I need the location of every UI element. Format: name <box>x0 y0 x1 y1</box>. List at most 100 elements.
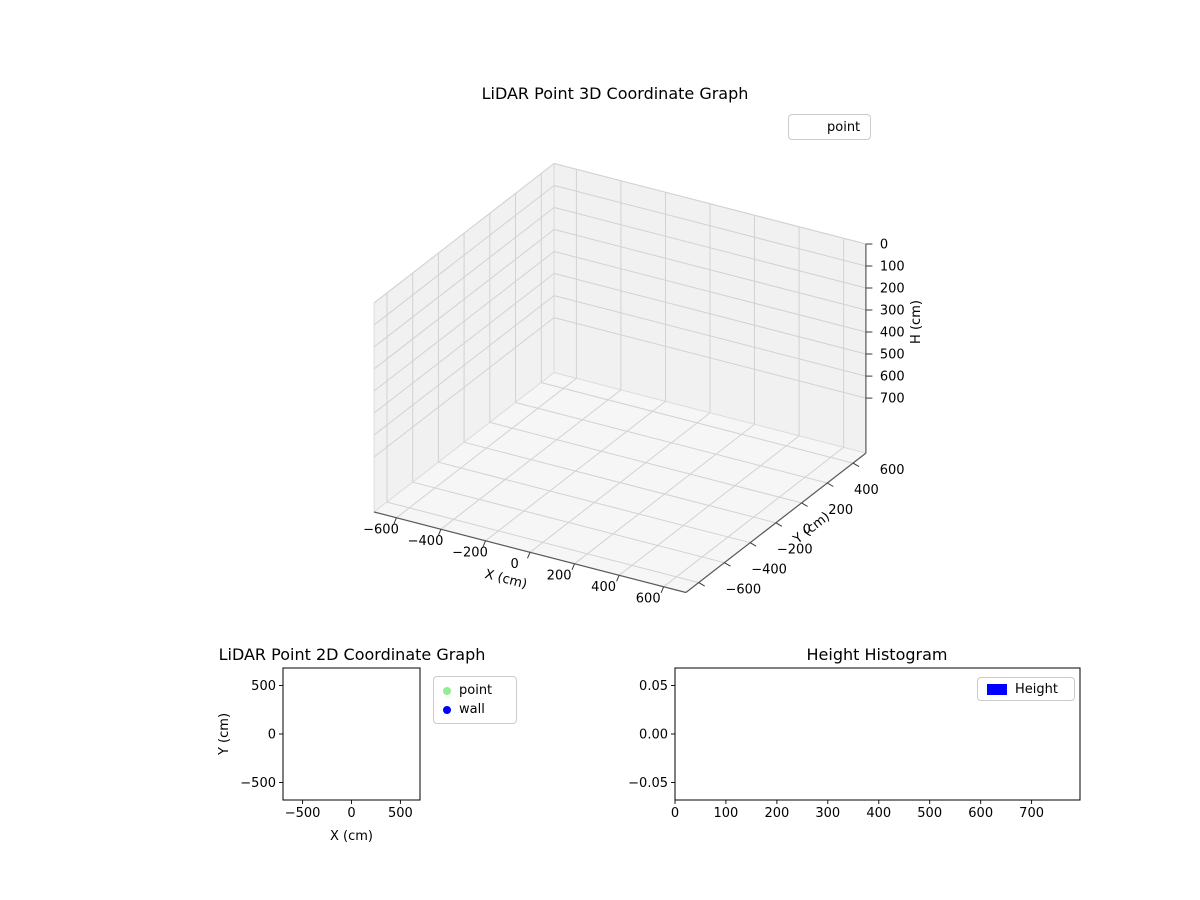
gridline-y-floor <box>438 461 751 544</box>
y-tick <box>852 462 860 468</box>
y-tick <box>749 542 757 547</box>
x-tick-label: 400 <box>591 580 616 595</box>
gridline-z-left <box>373 317 555 458</box>
legend-label-point: point <box>827 119 861 135</box>
x-tick-label: −500 <box>285 806 321 821</box>
gridline-y-floor <box>463 441 777 524</box>
plot-2d-axes: −500 0 500 −500 0 500 X (cm) Y (cm) <box>217 667 421 844</box>
gridline-z-back <box>553 317 867 399</box>
x-tick-label: 200 <box>764 806 789 821</box>
gridline-z-left <box>373 185 555 326</box>
wall-marker-icon <box>443 705 451 714</box>
gridline-z-left <box>373 273 555 414</box>
gridline-z-back <box>553 163 867 245</box>
x-tick <box>437 529 442 536</box>
x-axis-line <box>373 511 687 594</box>
gridline-z-back <box>553 207 867 289</box>
y-tick-label: −600 <box>726 583 762 598</box>
gridline-z-left <box>373 295 555 436</box>
y-axis-label: Y (cm) <box>217 713 232 756</box>
plot3d-legend: point <box>788 114 871 140</box>
z-tick-label: 200 <box>880 282 905 297</box>
gridline-z-left <box>373 163 555 304</box>
x-tick-label: 700 <box>1019 806 1044 821</box>
y-tick-label: −400 <box>751 563 787 578</box>
gridline-y-floor <box>386 501 699 584</box>
x-tick-label: 300 <box>815 806 840 821</box>
plot2d-title: LiDAR Point 2D Coordinate Graph <box>218 645 486 664</box>
plot3d-title: LiDAR Point 3D Coordinate Graph <box>481 84 749 103</box>
gridline-z-back <box>553 185 867 267</box>
histogram-title: Height Histogram <box>806 645 948 664</box>
histogram-legend: Height <box>977 677 1075 701</box>
point-marker-icon <box>800 122 818 132</box>
y-tick-label: −500 <box>240 776 276 791</box>
legend-label-wall: wall <box>459 702 485 717</box>
z-tick-label: 0 <box>880 238 888 253</box>
gridline-z-left <box>373 251 555 392</box>
x-tick <box>393 517 397 524</box>
y-tick <box>698 582 705 587</box>
z-tick-label: 300 <box>880 304 905 319</box>
axes-background <box>283 668 420 800</box>
x-tick-label: 200 <box>547 569 572 584</box>
y-tick-label: 200 <box>828 503 853 518</box>
y-tick-label: 0.00 <box>639 728 668 743</box>
y-tick <box>724 562 731 567</box>
y-tick-label: 500 <box>251 679 276 694</box>
x-tick-label: 0 <box>510 557 518 572</box>
x-tick <box>482 540 486 547</box>
x-tick <box>660 586 665 593</box>
x-tick-label: 600 <box>968 806 993 821</box>
axes-border <box>282 667 421 801</box>
z-axis-label: H (cm) <box>909 300 924 344</box>
legend-label-point: point <box>459 683 493 698</box>
z-tick-label: 700 <box>880 392 905 407</box>
x-axis-label: X (cm) <box>330 829 373 844</box>
y-tick-label: 0 <box>803 523 811 538</box>
x-tick-label: −600 <box>363 523 399 538</box>
x-tick-label: 0 <box>347 806 355 821</box>
legend-entry-point: point <box>434 681 516 700</box>
gridline-y-floor <box>515 402 828 484</box>
x-tick-label: 500 <box>388 806 413 821</box>
gridline-z-left <box>373 207 555 348</box>
point-marker-icon <box>443 686 451 695</box>
y-tick <box>827 482 834 487</box>
y-tick <box>801 502 808 507</box>
x-axis-label: X (cm) <box>483 567 528 592</box>
y-tick-label: −0.05 <box>628 776 668 791</box>
x-tick <box>616 575 620 582</box>
axes-border <box>674 667 1081 801</box>
x-tick-label: 100 <box>713 806 738 821</box>
legend-label-height: Height <box>1015 681 1058 697</box>
y-tick-label: 600 <box>880 463 905 478</box>
plot-3d-axes: −600−400−2000200400600−600−400−200020040… <box>363 162 924 607</box>
x-tick-label: −400 <box>408 534 444 549</box>
gridline-z-left <box>373 229 555 370</box>
x-tick <box>571 563 575 570</box>
x-tick-label: 500 <box>917 806 942 821</box>
y-tick-label: 0.05 <box>639 679 668 694</box>
legend-entry-wall: wall <box>434 700 516 719</box>
x-tick-label: 400 <box>866 806 891 821</box>
y-tick-label: −200 <box>777 543 813 558</box>
y-tick-label: 0 <box>268 728 276 743</box>
y-tick-label: 400 <box>854 483 879 498</box>
z-tick-label: 100 <box>880 260 905 275</box>
x-tick-label: −200 <box>452 546 488 561</box>
x-tick-label: 0 <box>671 806 679 821</box>
z-tick-label: 600 <box>880 370 905 385</box>
z-tick-label: 400 <box>880 326 905 341</box>
x-tick-label: 600 <box>636 592 661 607</box>
gridline-z-back <box>553 251 867 333</box>
gridline-z-back <box>553 273 867 355</box>
plot2d-legend: point wall <box>433 676 517 724</box>
gridline-z-back <box>553 229 867 311</box>
x-tick <box>527 552 531 559</box>
y-tick <box>775 522 783 527</box>
gridline-y-floor <box>489 421 802 504</box>
gridline-y-floor <box>412 481 725 564</box>
